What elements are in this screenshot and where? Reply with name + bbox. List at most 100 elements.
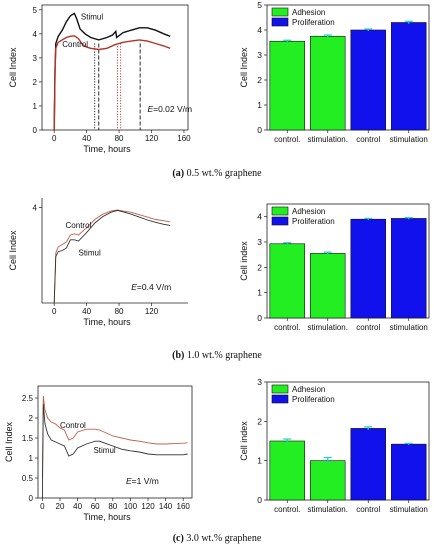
line-c-series-stimul — [41, 403, 188, 499]
line-a-series-stimul — [53, 12, 171, 131]
line-c-series-label-control: Control — [60, 421, 86, 430]
caption-b-text: 1.0 wt.% graphene — [186, 350, 262, 361]
line-b-ylabel: Cell Index — [8, 230, 18, 271]
line-a-ytick-label-5: 5 — [33, 6, 38, 15]
line-a-ytick-label-1: 1 — [33, 102, 38, 111]
line-c-xtick-label-6: 120 — [141, 502, 155, 511]
line-c-ytick-label-3: 1.5 — [22, 434, 34, 443]
line-c-ytick-label-4: 2 — [29, 414, 34, 423]
bar-a-bar-3 — [391, 22, 427, 131]
line-a-series-control — [53, 35, 171, 131]
bar-chart-b: 0 1 2 3 4 Cell index control. stimulation. contr… — [239, 203, 430, 332]
caption-c: (c) 3.0 wt.% graphene — [0, 533, 434, 544]
bar-a-xtick-label-2: control — [356, 135, 380, 144]
bar-b-legend-swatch-0 — [271, 206, 289, 216]
line-c-ytick-label-1: 0.5 — [22, 474, 34, 483]
line-a-series-label-control: Control — [62, 40, 88, 49]
bar-b-bar-1 — [310, 253, 346, 319]
bar-c-ytick-label-0: 0 — [257, 495, 262, 505]
bar-b-ytick-label-2: 2 — [257, 262, 262, 272]
bar-a-xtick-label-0: control. — [274, 135, 300, 144]
line-b-series-label-stimul: Stimul — [79, 248, 101, 257]
line-a-ytick-label-4: 4 — [33, 30, 38, 39]
bar-a-ytick-label-1: 1 — [257, 100, 262, 110]
line-b-xtick-label-2: 80 — [115, 307, 124, 316]
bar-b-legend-label-1: Proliferation — [292, 217, 335, 226]
line-c-xtick-label-8: 160 — [177, 502, 191, 511]
bar-c-legend-label-0: Adhesion — [292, 385, 325, 394]
bar-b-xtick-label-3: stimulation — [390, 323, 428, 332]
line-a-xtick-label-4: 160 — [177, 134, 191, 143]
line-a-xtick-label-2: 80 — [115, 134, 124, 143]
bar-c-bar-1 — [310, 460, 346, 501]
bar-c-bar-3 — [391, 443, 427, 501]
bar-c-frame — [266, 381, 430, 501]
bar-b-ytick-label-1: 1 — [257, 288, 262, 298]
line-a-annotation: E=0.02 V/m — [147, 104, 192, 114]
bar-c-xtick-label-3: stimulation — [390, 505, 428, 514]
line-c-xtick-label-1: 20 — [56, 502, 65, 511]
caption-b: (b) 1.0 wt.% graphene — [0, 350, 434, 361]
bar-a-ytick-label-4: 4 — [257, 25, 262, 35]
bar-a-bar-0 — [269, 40, 305, 131]
bar-b-legend-swatch-1 — [271, 216, 289, 226]
line-b-series-stimul — [53, 209, 171, 304]
bar-a-ytick-label-3: 3 — [257, 50, 262, 60]
bar-b-frame — [266, 203, 430, 319]
line-b-xtick-label-1: 40 — [82, 307, 91, 316]
caption-a-letter: (a) — [172, 168, 185, 179]
bar-b-xtick-label-2: control — [356, 323, 380, 332]
bar-chart-a: 0 1 2 3 4 5 Cell Index control. stimulation. cont… — [239, 0, 430, 144]
bar-c-legend-swatch-0 — [271, 384, 289, 394]
line-c-xtick-label-7: 140 — [159, 502, 173, 511]
bar-b-ytick-label-0: 0 — [257, 313, 262, 323]
bar-a-frame — [266, 4, 430, 131]
bar-c-bar-0 — [269, 440, 305, 501]
line-a-frame — [41, 4, 189, 131]
line-a-xtick-label-3: 120 — [145, 134, 159, 143]
bar-c-ytick-label-1: 1 — [257, 456, 262, 466]
caption-b-letter: (b) — [172, 350, 185, 361]
bar-a-ytick-label-2: 2 — [257, 75, 262, 85]
line-a-xtick-label-1: 40 — [82, 134, 91, 143]
bar-c-bar-2 — [350, 428, 386, 501]
line-c-xtick-label-4: 80 — [108, 502, 117, 511]
bar-a-legend-label-0: Adhesion — [292, 8, 325, 17]
bar-a-legend-swatch-0 — [271, 7, 289, 17]
line-chart-a: 0 40 80 120 160 0 1 2 3 4 5 Time, hours Cell Index St… — [8, 4, 192, 154]
line-a-xtick-label-0: 0 — [52, 134, 57, 143]
bar-chart-c: 0 1 2 3 Cell index control. stimulation. contro… — [239, 377, 430, 514]
bar-c-ylabel: Cell index — [239, 421, 249, 461]
bar-c-legend-swatch-1 — [271, 394, 289, 404]
bar-a-ylabel: Cell Index — [239, 47, 249, 88]
bar-a-bar-2 — [350, 29, 386, 131]
line-c-ytick-label-2: 1 — [29, 454, 34, 463]
line-c-ytick-label-0: 0 — [29, 494, 34, 503]
caption-c-text: 3.0 wt.% graphene — [186, 533, 262, 544]
line-c-series-label-stimul: Stimul — [93, 446, 115, 455]
line-a-series-label-stimul: Stimul — [81, 12, 103, 21]
bar-a-ytick-label-5: 5 — [257, 0, 262, 10]
line-chart-b: 0 40 80 120 4 Time, hours Cell Index Control Sti… — [8, 198, 188, 327]
line-c-ytick-label-5: 2.5 — [22, 394, 34, 403]
line-c-xtick-label-5: 100 — [124, 502, 138, 511]
line-a-ytick-label-3: 3 — [33, 54, 38, 63]
bar-a-bar-1 — [310, 35, 346, 131]
bar-b-bar-3 — [391, 218, 427, 319]
bar-a-ytick-label-0: 0 — [257, 125, 262, 135]
line-c-annotation: E=1 V/m — [126, 476, 159, 486]
line-a-ytick-label-0: 0 — [33, 126, 38, 135]
line-a-ylabel: Cell Index — [8, 47, 18, 88]
bar-a-legend-label-1: Proliferation — [292, 18, 335, 27]
caption-a-text: 0.5 wt.% graphene — [186, 168, 262, 179]
bar-b-bar-2 — [350, 218, 386, 319]
line-c-ylabel: Cell Index — [4, 421, 14, 462]
bar-a-xtick-label-1: stimulation. — [308, 135, 348, 144]
line-b-xtick-label-0: 0 — [52, 307, 57, 316]
line-c-frame — [37, 385, 193, 499]
line-c-xlabel: Time, hours — [83, 512, 131, 522]
line-a-ytick-label-2: 2 — [33, 78, 38, 87]
bar-b-ytick-label-4: 4 — [257, 212, 262, 222]
line-c-xtick-label-3: 60 — [91, 502, 100, 511]
bar-b-bar-0 — [269, 243, 305, 319]
